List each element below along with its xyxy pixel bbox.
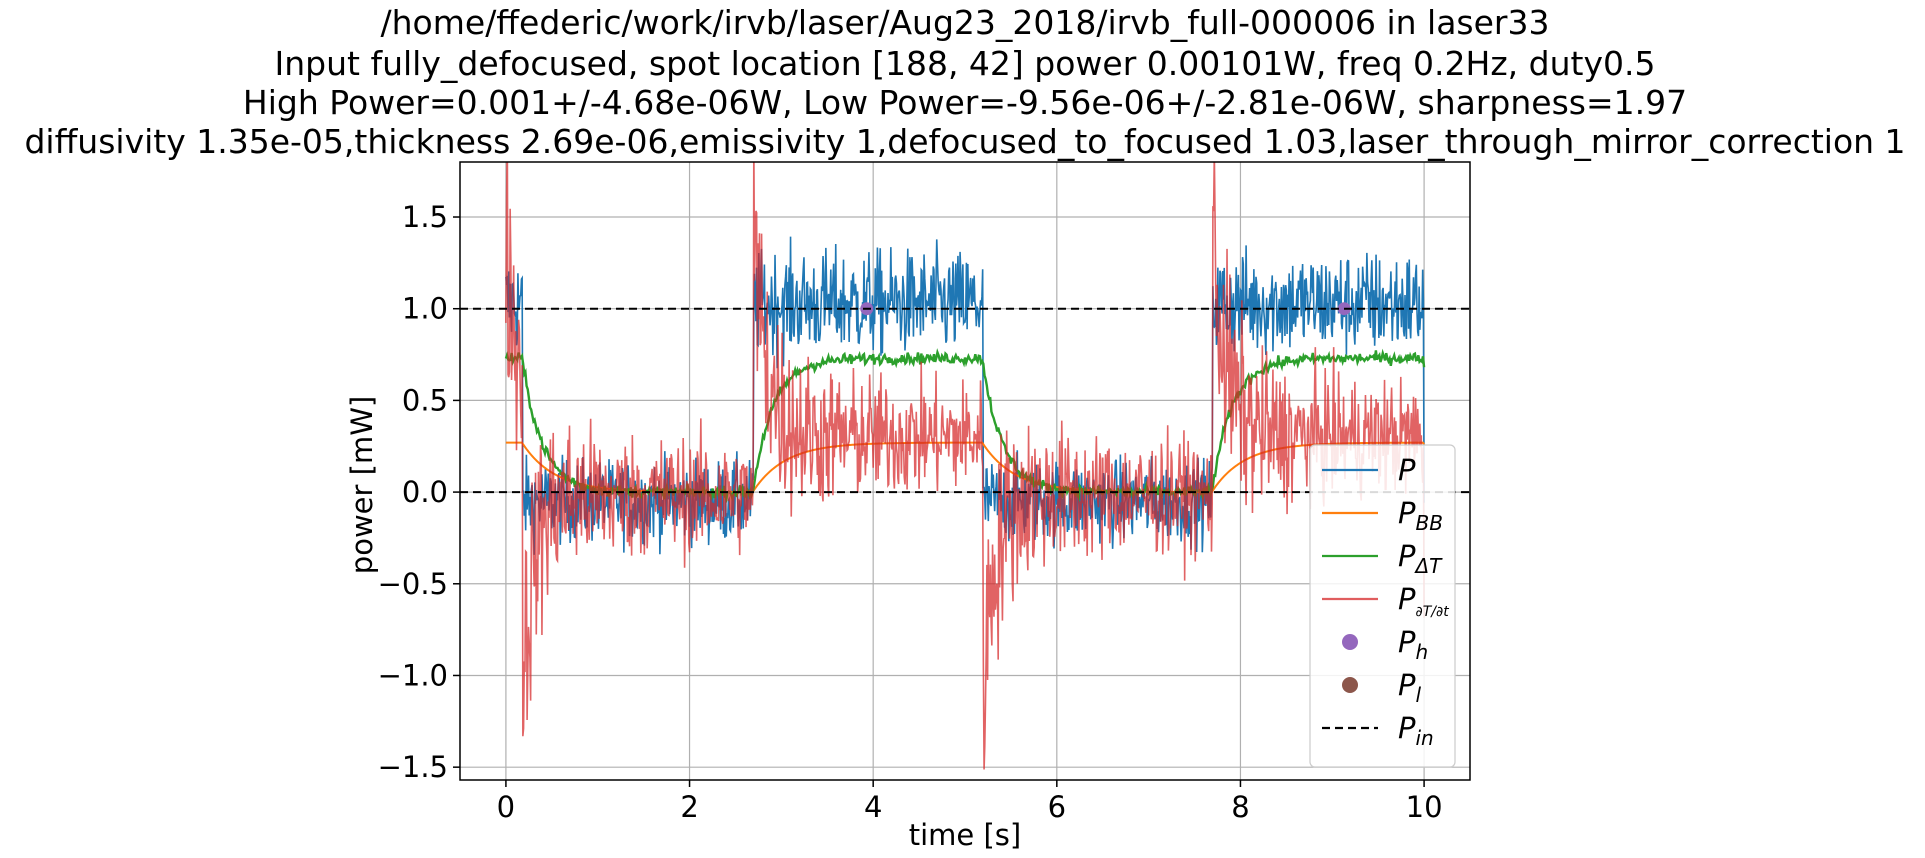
title-line-1: /home/ffederic/work/irvb/laser/Aug23_201… [381, 3, 1550, 42]
legend-p-l-label: Pl [1398, 668, 1422, 707]
x-axis-ticks: 0 2 4 6 8 10 [497, 780, 1443, 824]
plot-series [460, 162, 1470, 770]
legend-p-t-t-label: P∂T/∂t [1398, 582, 1449, 620]
legend-p-h-label: Ph [1398, 625, 1428, 664]
plot-frame [459, 161, 1471, 781]
legend-p-h-marker [1342, 634, 1358, 650]
y-tick-label: 1.0 [402, 292, 448, 326]
x-tick-label: 4 [864, 790, 882, 824]
y-tick-label: −1.0 [378, 658, 448, 692]
y-axis-ticks: −1.5 −1.0 −0.5 0.0 0.5 1.0 1.5 [378, 200, 460, 784]
series-p-t-t-line [505, 162, 1425, 770]
x-tick-label: 8 [1231, 790, 1249, 824]
legend-p-t-label: PΔT [1398, 539, 1443, 578]
x-axis-label: time [s] [909, 818, 1021, 852]
y-tick-label: 0.0 [402, 475, 448, 509]
legend-p-in-label: Pin [1398, 711, 1434, 750]
y-tick-label: −0.5 [378, 567, 448, 601]
y-tick-label: 1.5 [402, 200, 448, 234]
chart-title: /home/ffederic/work/irvb/laser/Aug23_201… [24, 3, 1905, 161]
title-line-3: High Power=0.001+/-4.68e-06W, Low Power=… [243, 83, 1687, 122]
legend-p-bb-label: PBB [1398, 496, 1443, 535]
title-line-2: Input fully_defocused, spot location [18… [275, 44, 1656, 83]
legend-p-label: P [1398, 453, 1416, 487]
x-tick-label: 0 [497, 790, 515, 824]
y-tick-label: −1.5 [378, 750, 448, 784]
y-tick-label: 0.5 [402, 383, 448, 417]
legend: P PBB PΔT P∂T/∂t Ph Pl Pin [1309, 444, 1456, 768]
plot-border [459, 161, 1471, 781]
x-tick-label: 2 [680, 790, 698, 824]
title-line-4: diffusivity 1.35e-05,thickness 2.69e-06,… [24, 122, 1905, 161]
x-tick-label: 10 [1406, 790, 1443, 824]
legend-p-l-marker [1342, 677, 1358, 693]
y-axis-label: power [mW] [345, 396, 379, 574]
x-tick-label: 6 [1048, 790, 1066, 824]
